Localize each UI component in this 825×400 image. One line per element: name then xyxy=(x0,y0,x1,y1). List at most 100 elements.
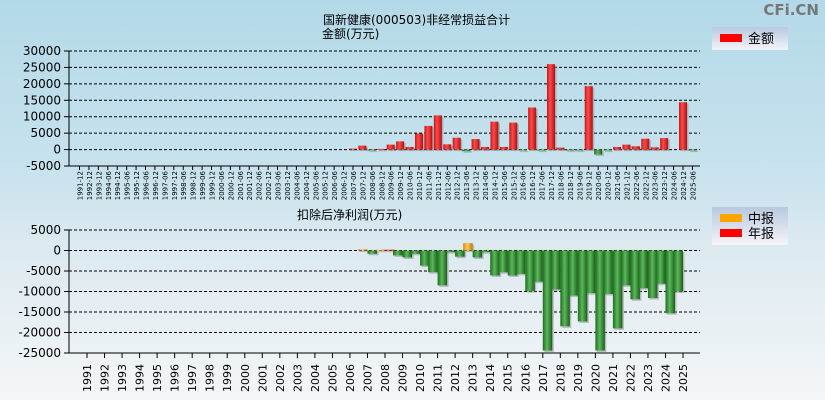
x-tick-label: 2014 xyxy=(484,364,497,392)
x-tick-label: 1998 xyxy=(204,364,217,392)
x-tick-label: 2002-12 xyxy=(265,171,273,200)
bar-annual xyxy=(665,250,675,314)
x-tick-label: 2021-06 xyxy=(614,170,622,200)
x-tick-label: 2002 xyxy=(274,364,287,392)
x-tick-label: 2007-12 xyxy=(359,171,367,200)
x-tick-label: 1994-06 xyxy=(105,170,113,200)
x-tick-label: 2023-06 xyxy=(652,170,660,200)
legend-swatch-amount xyxy=(720,33,742,42)
x-tick-label: 2016 xyxy=(519,364,532,392)
x-tick-label: 2010-12 xyxy=(416,171,424,200)
bar xyxy=(528,107,537,150)
y-tick-label: -15000 xyxy=(18,305,61,319)
x-tick-label: 2008-06 xyxy=(369,170,377,200)
x-tick-label: 2021 xyxy=(607,364,620,392)
bar xyxy=(471,139,480,150)
legend-swatch-annual xyxy=(720,228,742,237)
bar-shadow xyxy=(576,151,585,153)
x-tick-label: 2003-12 xyxy=(284,171,292,200)
x-tick-label: 2000 xyxy=(239,364,252,392)
y-tick-label: -20000 xyxy=(18,326,61,340)
x-tick-label: 2008-12 xyxy=(378,171,386,200)
y-tick-label: -10000 xyxy=(18,285,61,299)
x-tick-label: 1993 xyxy=(116,364,129,392)
bar-shadow xyxy=(407,148,416,152)
x-tick-label: 1996-12 xyxy=(152,171,160,200)
bar xyxy=(547,64,555,150)
x-tick-label: 2002-06 xyxy=(256,170,264,200)
bar-shadow xyxy=(557,149,566,152)
bar xyxy=(414,133,423,150)
bar xyxy=(452,137,461,150)
x-tick-label: 1995-06 xyxy=(124,170,132,200)
x-tick-label: 1995 xyxy=(151,364,164,392)
x-tick-label: 1996-06 xyxy=(143,170,151,200)
legend-label: 年报 xyxy=(748,227,775,242)
bar-interim xyxy=(585,250,596,294)
chart1-ylabel: 金额(万元) xyxy=(322,27,380,41)
y-tick-label: 30000 xyxy=(23,44,61,58)
bar-annual xyxy=(507,250,518,276)
legend-label: 金额 xyxy=(748,32,775,47)
bar-annual xyxy=(525,250,535,292)
x-tick-label: 2005-06 xyxy=(312,170,320,200)
bar xyxy=(537,149,546,151)
x-tick-label: 2018 xyxy=(554,364,567,392)
bar xyxy=(603,149,612,151)
bar xyxy=(480,146,489,150)
bar-annual xyxy=(420,250,430,266)
bar-shadow xyxy=(567,151,576,153)
x-tick-label: 2003-06 xyxy=(275,170,283,200)
bar-shadow xyxy=(463,151,472,153)
bar-interim xyxy=(498,250,508,273)
x-tick-label: 2004-12 xyxy=(303,171,311,200)
bar xyxy=(509,122,518,150)
chart2-title: 扣除后净利润(万元) xyxy=(297,208,403,222)
bar-annual xyxy=(612,250,623,329)
x-tick-label: 1991 xyxy=(81,364,94,392)
x-tick-label: 2020-06 xyxy=(595,170,603,200)
y-tick-label: 0 xyxy=(53,143,61,157)
bar-annual xyxy=(472,250,483,258)
bar-annual xyxy=(385,249,395,251)
x-tick-label: 2008 xyxy=(379,364,392,392)
bar xyxy=(641,138,650,150)
y-tick-label: 5000 xyxy=(30,223,61,237)
y-tick-label: -5000 xyxy=(26,264,61,278)
x-tick-label: 1997 xyxy=(186,364,199,392)
bar-shadow xyxy=(447,252,457,254)
bar xyxy=(584,86,593,150)
bar-annual xyxy=(490,250,500,276)
x-tick-label: 2019-12 xyxy=(586,171,594,200)
x-tick-label: 2019 xyxy=(572,364,585,392)
bar xyxy=(622,144,631,150)
bar-shadow xyxy=(501,148,510,152)
x-tick-label: 1992 xyxy=(99,364,112,392)
chart2-legend: 中报 年报 xyxy=(712,207,788,245)
bar xyxy=(556,147,565,150)
x-tick-label: 2020-12 xyxy=(605,171,613,200)
bar xyxy=(518,149,527,151)
bar-interim xyxy=(655,250,666,284)
bar xyxy=(433,115,442,150)
chart1-title: 国新健康(000503)非经常损益合计 xyxy=(323,13,511,27)
bar-interim xyxy=(357,249,368,251)
bar-shadow xyxy=(689,151,698,153)
bar-interim xyxy=(568,250,578,296)
bar-interim xyxy=(533,250,543,282)
bar xyxy=(575,149,584,151)
x-tick-label: 2011 xyxy=(432,364,445,392)
bar-interim xyxy=(638,250,648,289)
bar-annual xyxy=(647,250,658,299)
x-tick-label: 1991-12 xyxy=(77,171,85,200)
x-tick-label: 2013 xyxy=(467,364,480,392)
legend-swatch-interim xyxy=(720,213,742,222)
bar xyxy=(613,146,622,150)
bar-shadow xyxy=(369,151,378,153)
x-tick-label: 2004 xyxy=(309,364,322,392)
bar xyxy=(443,144,452,150)
bar-interim xyxy=(480,250,491,253)
bar-shadow xyxy=(386,251,397,253)
y-tick-label: 15000 xyxy=(23,93,61,107)
